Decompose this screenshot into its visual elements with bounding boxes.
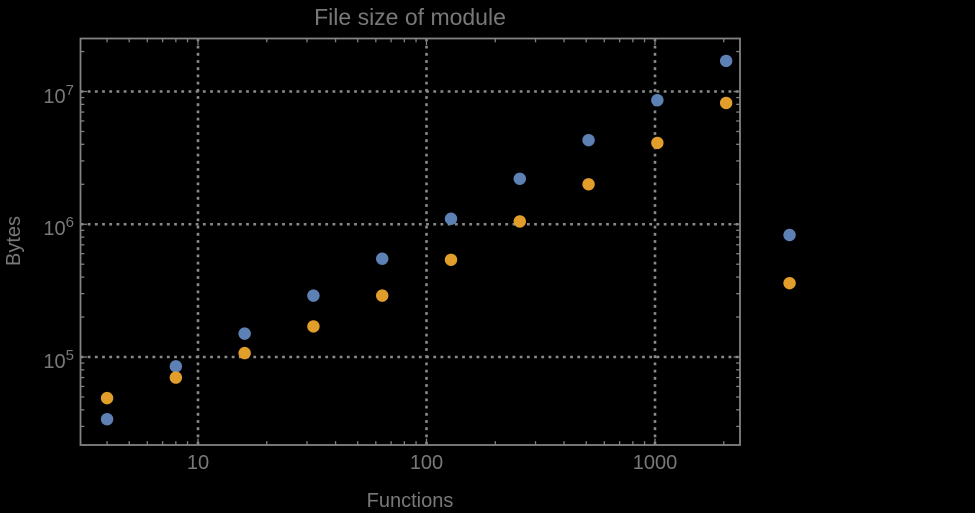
chart-title: File size of module xyxy=(314,4,506,30)
x-axis-label: Functions xyxy=(366,490,454,512)
data-point-blue xyxy=(444,212,458,225)
y-tick-label: 105 xyxy=(0,342,74,373)
y-tick-exponent: 5 xyxy=(65,347,74,364)
data-point-blue xyxy=(376,252,389,265)
y-tick-base: 10 xyxy=(43,85,66,108)
data-point-blue xyxy=(719,54,733,68)
data-point-blue xyxy=(238,327,251,340)
x-tick-label: 1000 xyxy=(632,452,678,474)
y-tick-exponent: 6 xyxy=(65,214,74,232)
data-point-orange xyxy=(719,96,733,110)
data-point-blue xyxy=(100,412,114,426)
x-tick-label: 10 xyxy=(186,452,210,474)
data-point-blue xyxy=(169,360,183,373)
y-tick-label: 106 xyxy=(0,209,74,241)
data-point-blue xyxy=(307,289,320,302)
data-point-orange xyxy=(513,215,526,228)
data-point-orange xyxy=(238,346,251,360)
y-tick-exponent: 7 xyxy=(65,81,74,99)
data-point-orange xyxy=(100,391,114,405)
plot-frame xyxy=(79,37,741,446)
data-point-orange xyxy=(651,136,664,150)
data-point-orange xyxy=(169,371,183,384)
y-tick-label: 107 xyxy=(0,77,74,108)
data-point-orange xyxy=(582,178,595,191)
data-point-orange xyxy=(783,276,796,290)
data-point-blue xyxy=(651,93,664,107)
data-point-orange xyxy=(307,320,320,333)
data-point-orange xyxy=(376,289,389,302)
data-point-orange xyxy=(444,253,458,266)
y-tick-base: 10 xyxy=(43,218,66,241)
data-point-blue xyxy=(513,172,526,185)
y-tick-base: 10 xyxy=(43,351,66,373)
data-point-blue xyxy=(582,133,595,147)
data-point-blue xyxy=(783,228,796,242)
x-tick-label: 100 xyxy=(409,452,444,474)
